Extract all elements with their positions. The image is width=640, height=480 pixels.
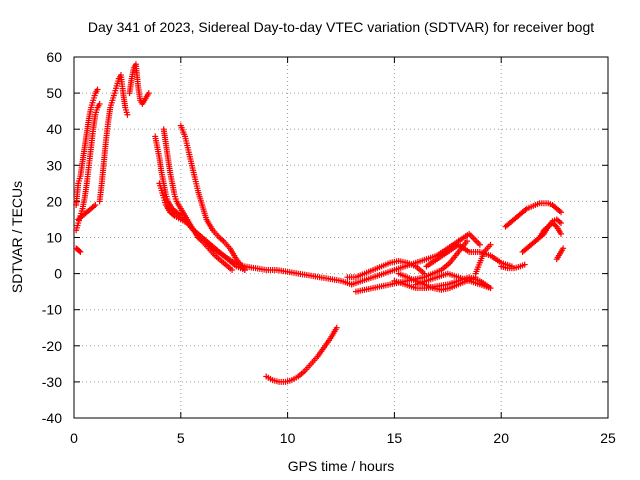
y-tick-label: 20 — [46, 193, 62, 209]
x-tick-label: 5 — [177, 430, 185, 446]
data-series-arc — [96, 72, 131, 205]
data-point — [94, 86, 101, 93]
data-series-arc — [177, 122, 248, 273]
y-tick-label: 50 — [46, 85, 62, 101]
data-point — [124, 111, 131, 118]
y-tick-label: 60 — [46, 49, 62, 65]
y-tick-label: -40 — [42, 410, 62, 426]
x-tick-label: 10 — [280, 430, 296, 446]
y-tick-label: 10 — [46, 230, 62, 246]
y-tick-label: -20 — [42, 338, 62, 354]
data-point — [560, 245, 567, 252]
axis-ticks: 0 5 10 15 20 25 -40 -30 -20 -10 0 10 20 30 40 50 60 — [42, 49, 616, 446]
data-point — [558, 220, 565, 227]
x-tick-label: 25 — [600, 430, 616, 446]
y-tick-label: -10 — [42, 302, 62, 318]
y-tick-label: 0 — [54, 266, 62, 282]
data-point — [229, 266, 236, 273]
y-axis-label: SDTVAR / TECUs — [9, 181, 25, 293]
data-point — [464, 238, 471, 245]
data-point — [521, 261, 528, 268]
data-series-arc — [553, 245, 567, 263]
data-point — [76, 247, 83, 254]
data-point — [96, 100, 103, 107]
data-series-arc — [498, 261, 528, 272]
data-point — [487, 241, 494, 248]
data-series-arc — [472, 241, 494, 277]
data-point — [145, 90, 152, 97]
data-series-arc — [75, 202, 99, 223]
data-point — [558, 230, 565, 237]
data-point — [92, 202, 99, 209]
data-series-arc — [412, 270, 494, 292]
data-series-arc — [73, 245, 84, 255]
data-series-arc — [348, 230, 483, 288]
data-point — [476, 241, 483, 248]
data-series-arc — [502, 200, 565, 230]
y-tick-label: -30 — [42, 374, 62, 390]
chart-title: Day 341 of 2023, Sidereal Day-to-day VTE… — [88, 19, 594, 35]
x-tick-label: 0 — [70, 430, 78, 446]
y-tick-label: 40 — [46, 121, 62, 137]
data-series-arc — [73, 86, 101, 209]
x-tick-label: 15 — [387, 430, 403, 446]
data-series-arc — [536, 216, 565, 241]
x-axis-label: GPS time / hours — [288, 458, 395, 474]
gridlines — [74, 57, 608, 418]
data-series-arc — [263, 324, 340, 385]
y-tick-label: 30 — [46, 157, 62, 173]
data-series-arc — [73, 100, 103, 234]
data-series-arc — [160, 126, 236, 273]
x-tick-label: 20 — [493, 430, 509, 446]
data-point — [558, 209, 565, 216]
data-point — [333, 324, 340, 331]
data-series — [73, 61, 567, 385]
data-series-arc — [126, 61, 152, 107]
data-point — [487, 285, 494, 292]
data-series-arc — [344, 257, 428, 281]
data-point — [241, 266, 248, 273]
data-point — [77, 248, 84, 255]
